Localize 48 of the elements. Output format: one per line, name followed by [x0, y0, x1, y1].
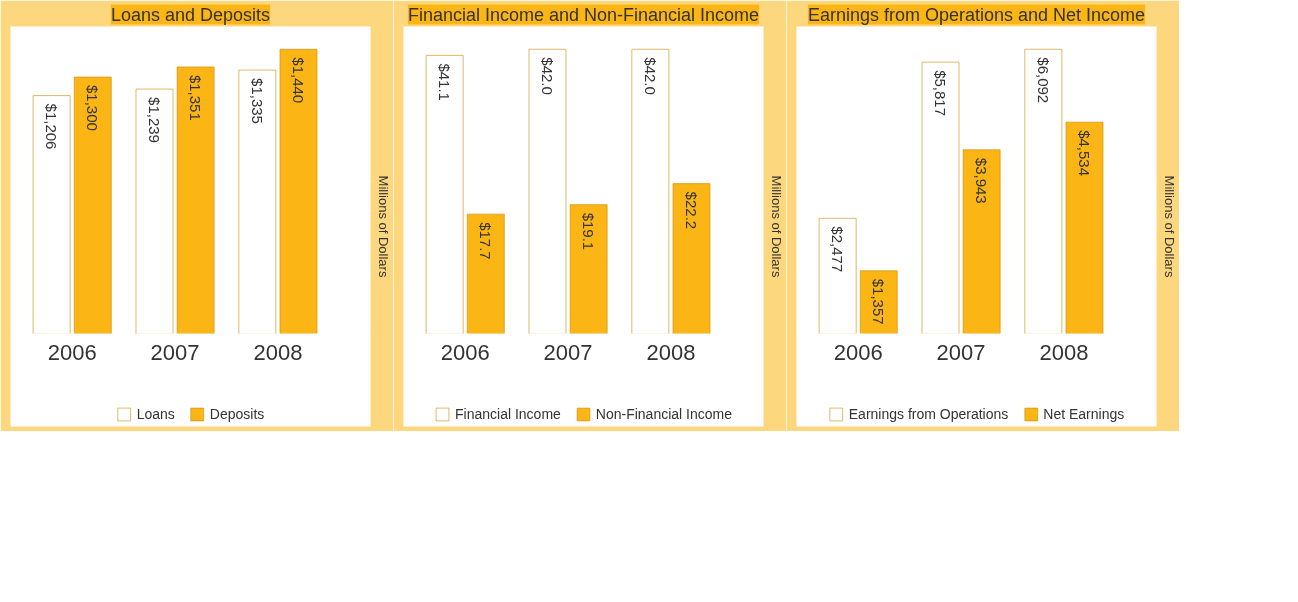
y-axis-title: Millions of Dollars	[768, 175, 784, 278]
data-label: $1,206	[43, 103, 61, 150]
data-label: $3,943	[973, 157, 991, 204]
bar	[859, 270, 898, 335]
bar	[73, 76, 112, 335]
x-tick-label: 2007	[543, 340, 593, 366]
data-label: $1,335	[248, 78, 266, 124]
data-label: $6,092	[1034, 57, 1052, 104]
data-label: $1,351	[187, 74, 205, 121]
data-label: $1,440	[290, 57, 307, 104]
x-tick-label: 2006	[440, 340, 490, 366]
x-tick-label: 2008	[253, 340, 303, 366]
legend-label: Net Earnings	[1043, 406, 1125, 422]
chart-title: Earnings from Operations and Net Income	[807, 4, 1146, 25]
x-tick-label: 2008	[646, 340, 696, 366]
data-label: $4,534	[1076, 130, 1093, 177]
chart-title: Loans and Deposits	[110, 4, 271, 25]
x-tick-label: 2008	[1039, 340, 1089, 366]
data-label: $1,300	[84, 84, 102, 131]
legend-label: Financial Income	[455, 406, 561, 422]
bar	[466, 213, 505, 335]
x-tick-label: 2007	[936, 340, 986, 366]
data-label: $1,239	[146, 97, 163, 143]
x-tick-label: 2006	[47, 340, 97, 366]
bar	[962, 149, 1001, 335]
legend-label: Earnings from Operations	[848, 406, 1009, 422]
legend-label: Non-Financial Income	[595, 406, 732, 422]
x-tick-label: 2006	[833, 340, 883, 366]
data-label: $19.1	[580, 212, 598, 251]
bar	[176, 66, 215, 335]
bar	[279, 48, 318, 335]
data-label: $42.0	[539, 57, 556, 95]
data-label: $42.0	[641, 57, 659, 95]
legend-label: Loans	[136, 406, 175, 422]
bar	[569, 204, 608, 335]
data-label: $2,477	[829, 226, 847, 273]
chart-title: Financial Income and Non-Financial Income	[407, 4, 760, 25]
bar	[672, 183, 711, 335]
data-label: $17.7	[477, 222, 495, 260]
y-axis-title: Millions of Dollars	[1161, 175, 1177, 278]
x-tick-label: 2007	[150, 340, 200, 366]
y-axis-title: Millions of Dollars	[375, 175, 391, 278]
data-label: $5,817	[932, 70, 949, 117]
data-label: $41.1	[436, 63, 454, 101]
legend-label: Deposits	[209, 406, 265, 422]
bar	[1065, 121, 1104, 335]
data-label: $1,357	[870, 278, 888, 325]
data-label: $22.2	[683, 191, 700, 230]
